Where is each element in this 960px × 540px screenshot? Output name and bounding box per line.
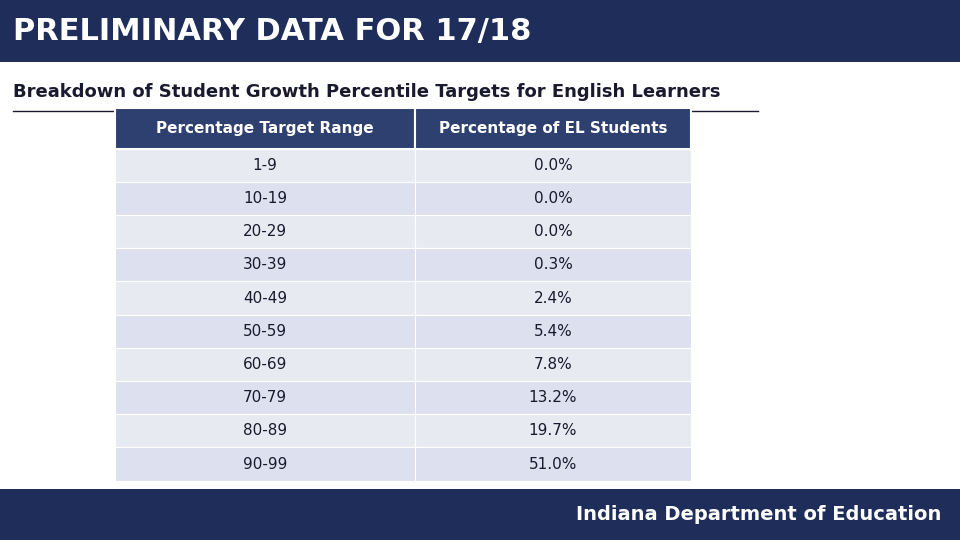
Text: 0.0%: 0.0% — [534, 224, 572, 239]
Text: 5.4%: 5.4% — [534, 323, 572, 339]
Text: 70-79: 70-79 — [243, 390, 287, 405]
Text: 60-69: 60-69 — [243, 357, 287, 372]
Text: 30-39: 30-39 — [243, 258, 287, 272]
Text: 13.2%: 13.2% — [529, 390, 577, 405]
Text: 50-59: 50-59 — [243, 323, 287, 339]
Text: 7.8%: 7.8% — [534, 357, 572, 372]
Text: Percentage Target Range: Percentage Target Range — [156, 121, 373, 136]
Text: 90-99: 90-99 — [243, 456, 287, 471]
Text: 40-49: 40-49 — [243, 291, 287, 306]
Text: 2.4%: 2.4% — [534, 291, 572, 306]
Text: 0.3%: 0.3% — [534, 258, 572, 272]
Text: Percentage of EL Students: Percentage of EL Students — [439, 121, 667, 136]
Text: 1-9: 1-9 — [252, 158, 277, 173]
Text: Breakdown of Student Growth Percentile Targets for English Learners: Breakdown of Student Growth Percentile T… — [13, 83, 721, 101]
Text: 19.7%: 19.7% — [529, 423, 577, 438]
Text: 80-89: 80-89 — [243, 423, 287, 438]
Text: PRELIMINARY DATA FOR 17/18: PRELIMINARY DATA FOR 17/18 — [13, 17, 532, 45]
Text: 0.0%: 0.0% — [534, 158, 572, 173]
Text: 0.0%: 0.0% — [534, 191, 572, 206]
Text: Indiana Department of Education: Indiana Department of Education — [576, 505, 942, 524]
Text: 10-19: 10-19 — [243, 191, 287, 206]
Text: 20-29: 20-29 — [243, 224, 287, 239]
Text: 51.0%: 51.0% — [529, 456, 577, 471]
